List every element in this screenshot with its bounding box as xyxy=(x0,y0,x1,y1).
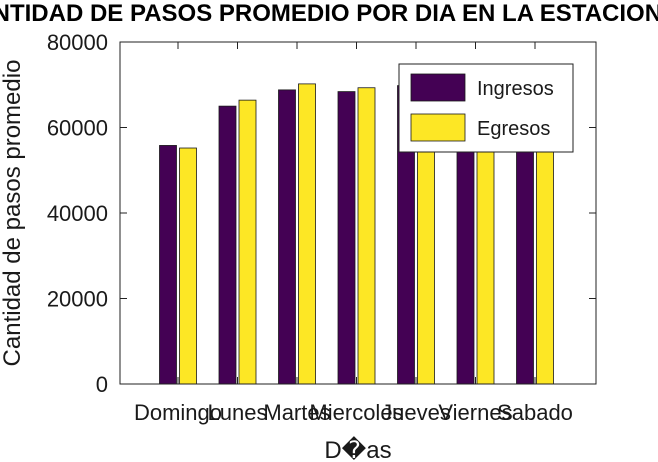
legend-label-ingresos: Ingresos xyxy=(477,78,554,100)
x-tick-label: Miercoles xyxy=(309,400,403,425)
x-tick-label: Lunes xyxy=(208,400,268,425)
bar-ingresos-martes xyxy=(278,89,296,385)
x-axis-label: D�as xyxy=(324,436,391,462)
x-tick-label: Sabado xyxy=(497,400,573,425)
bar-ingresos-lunes xyxy=(218,105,237,385)
x-tick-label: Domingo xyxy=(134,400,222,425)
bar-egresos-lunes xyxy=(238,99,257,385)
legend-swatch-ingresos xyxy=(410,73,466,102)
y-tick-label: 60000 xyxy=(47,116,108,141)
bar-egresos-domingo xyxy=(179,147,197,385)
y-tick-label: 0 xyxy=(96,372,108,397)
bar-egresos-martes xyxy=(298,83,316,385)
x-tick-label: Jueves xyxy=(381,400,451,425)
bar-egresos-miercoles xyxy=(357,87,376,385)
y-tick-label: 20000 xyxy=(47,287,108,312)
bar-ingresos-miercoles xyxy=(337,91,356,385)
y-tick-label: 80000 xyxy=(47,30,108,55)
legend-label-egresos: Egresos xyxy=(477,118,550,140)
chart-title: CANTIDAD DE PASOS PROMEDIO POR DIA EN LA… xyxy=(0,0,658,27)
bars-layer xyxy=(159,76,554,385)
x-tick-label: Martes xyxy=(263,400,330,425)
ticks-layer: 0 20000 40000 60000 80000 DomingoLunesMartesM… xyxy=(47,30,596,425)
bar-ingresos-domingo xyxy=(159,145,177,385)
legend: Ingresos Egresos xyxy=(398,63,574,153)
y-axis-label: Cantidad de pasos promedio xyxy=(0,60,26,367)
x-tick-label: Viernes xyxy=(438,400,512,425)
legend-swatch-egresos xyxy=(410,113,466,142)
y-tick-label: 40000 xyxy=(47,201,108,226)
